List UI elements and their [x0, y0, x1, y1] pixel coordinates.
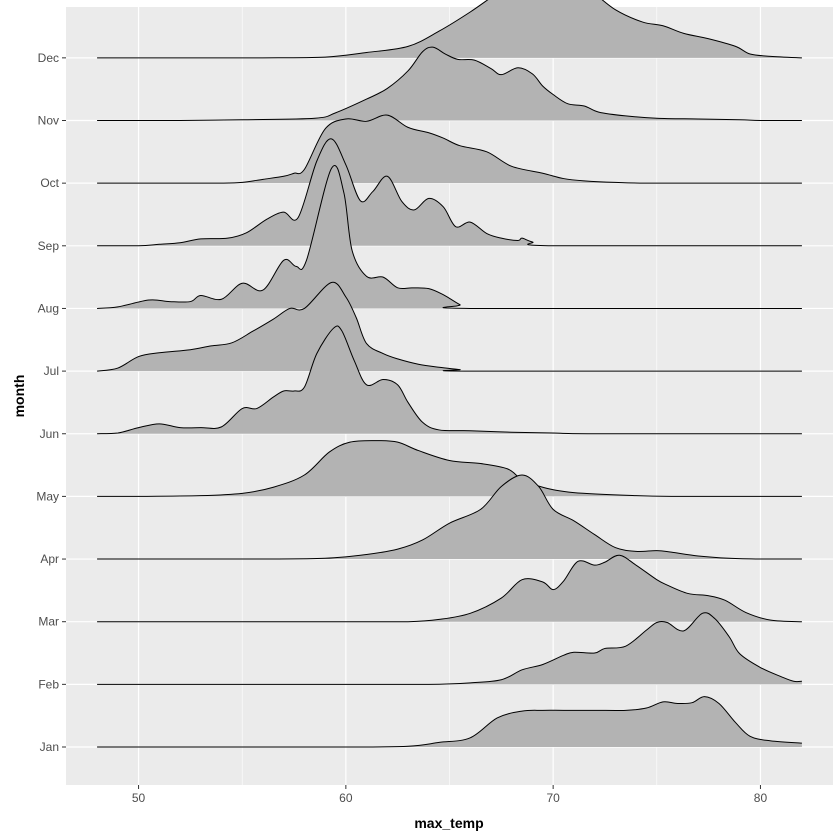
ridge-outline	[97, 612, 802, 685]
ridge-apr	[97, 474, 802, 560]
ridge-outline	[97, 114, 802, 184]
ridge-mar	[97, 554, 802, 623]
density-ridges	[97, 0, 802, 748]
ridge-fill	[97, 555, 802, 622]
ridge-outline	[97, 554, 802, 623]
x-axis-title: max_temp	[414, 815, 483, 831]
ridge-jan	[97, 696, 802, 748]
x-axis: 50 60 70 80	[132, 785, 768, 805]
ridge-outline	[97, 281, 802, 372]
ridge-jun	[97, 325, 802, 435]
ridge-outline	[97, 46, 802, 122]
ridge-fill	[97, 138, 802, 246]
y-tick-label: Apr	[40, 552, 59, 566]
ridge-fill	[97, 612, 802, 685]
ridge-fill	[97, 282, 802, 372]
y-tick-label: Oct	[40, 176, 59, 190]
ridge-outline	[97, 325, 802, 435]
ridge-outline	[97, 165, 802, 309]
ridge-outline	[97, 138, 802, 247]
y-tick-label: Jun	[40, 427, 59, 441]
ridge-nov	[97, 46, 802, 122]
y-axis-title: month	[11, 375, 27, 418]
ridge-dec	[97, 0, 802, 59]
x-tick-label: 50	[132, 791, 146, 805]
x-tick-label: 70	[546, 791, 560, 805]
ridge-fill	[97, 0, 802, 58]
ridge-outline	[97, 0, 802, 59]
y-tick-label: Mar	[38, 615, 59, 629]
y-tick-label: Dec	[38, 51, 59, 65]
ridge-jul	[97, 281, 802, 372]
y-tick-label: Jan	[40, 740, 59, 754]
y-tick-label: Feb	[38, 677, 59, 691]
ridge-may	[97, 440, 802, 497]
y-axis: Jan Feb Mar Apr May Jun Jul Aug Sep Oct Nov Dec	[36, 51, 66, 754]
ridge-oct	[97, 114, 802, 184]
ridge-outline	[97, 440, 802, 497]
ridge-fill	[97, 475, 802, 560]
ridge-fill	[97, 325, 802, 434]
ridge-fill	[97, 115, 802, 184]
x-tick-label: 80	[754, 791, 768, 805]
y-tick-label: Aug	[38, 301, 59, 315]
y-tick-label: Jul	[44, 364, 59, 378]
y-tick-label: Nov	[38, 114, 59, 128]
ridge-outline	[97, 696, 802, 748]
x-tick-label: 60	[339, 791, 353, 805]
ridge-fill	[97, 696, 802, 747]
ridge-feb	[97, 612, 802, 685]
ridge-outline	[97, 474, 802, 560]
ridge-sep	[97, 138, 802, 247]
ridge-fill	[97, 47, 802, 121]
y-tick-label: May	[36, 489, 59, 503]
ridge-aug	[97, 165, 802, 309]
ridge-fill	[97, 440, 802, 497]
y-tick-label: Sep	[38, 239, 60, 253]
